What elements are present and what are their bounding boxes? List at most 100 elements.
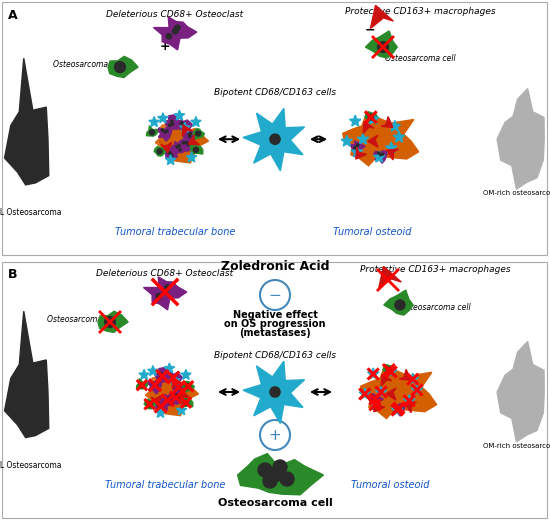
Polygon shape bbox=[384, 290, 413, 315]
Text: (metastases): (metastases) bbox=[239, 328, 311, 338]
Polygon shape bbox=[180, 397, 193, 407]
Circle shape bbox=[179, 388, 181, 390]
Polygon shape bbox=[497, 342, 544, 442]
Polygon shape bbox=[373, 151, 385, 162]
Text: A: A bbox=[8, 9, 18, 22]
Circle shape bbox=[168, 124, 170, 126]
Polygon shape bbox=[156, 401, 167, 412]
Polygon shape bbox=[378, 266, 402, 290]
Text: Deleterious CD68+ Osteoclast: Deleterious CD68+ Osteoclast bbox=[96, 269, 234, 278]
Polygon shape bbox=[404, 395, 415, 406]
Circle shape bbox=[354, 147, 356, 149]
Polygon shape bbox=[367, 394, 383, 406]
Polygon shape bbox=[243, 361, 305, 424]
Circle shape bbox=[168, 397, 170, 400]
Polygon shape bbox=[180, 122, 190, 132]
Polygon shape bbox=[173, 382, 185, 394]
Polygon shape bbox=[363, 122, 374, 134]
Circle shape bbox=[161, 373, 163, 375]
Circle shape bbox=[258, 463, 272, 477]
Polygon shape bbox=[154, 147, 166, 156]
Circle shape bbox=[166, 130, 168, 132]
Circle shape bbox=[375, 397, 377, 399]
Polygon shape bbox=[4, 311, 49, 437]
Circle shape bbox=[183, 141, 185, 144]
Circle shape bbox=[166, 33, 172, 39]
Polygon shape bbox=[393, 131, 405, 142]
Circle shape bbox=[168, 151, 170, 154]
Circle shape bbox=[194, 147, 199, 152]
Polygon shape bbox=[172, 378, 182, 388]
Circle shape bbox=[164, 131, 166, 133]
Polygon shape bbox=[367, 368, 379, 379]
Circle shape bbox=[169, 152, 171, 154]
Polygon shape bbox=[383, 365, 395, 375]
Text: Tumoral osteoid: Tumoral osteoid bbox=[333, 227, 411, 237]
Circle shape bbox=[182, 125, 184, 127]
Polygon shape bbox=[190, 144, 203, 154]
Polygon shape bbox=[158, 113, 168, 123]
Circle shape bbox=[166, 398, 168, 401]
Polygon shape bbox=[349, 141, 365, 153]
Circle shape bbox=[104, 317, 116, 328]
Polygon shape bbox=[389, 121, 400, 131]
Polygon shape bbox=[351, 146, 362, 157]
Circle shape bbox=[172, 378, 174, 381]
Text: B: B bbox=[8, 268, 18, 281]
Circle shape bbox=[175, 394, 178, 397]
Polygon shape bbox=[153, 17, 197, 50]
Polygon shape bbox=[411, 384, 423, 395]
Circle shape bbox=[379, 154, 382, 155]
Polygon shape bbox=[341, 135, 353, 146]
Text: OM-rich osteosarcoma: OM-rich osteosarcoma bbox=[483, 443, 550, 449]
Circle shape bbox=[368, 114, 373, 120]
Text: on OS progression: on OS progression bbox=[224, 319, 326, 329]
Polygon shape bbox=[147, 366, 158, 375]
Circle shape bbox=[378, 152, 379, 154]
Polygon shape bbox=[157, 127, 172, 141]
Text: Zoledronic Acid: Zoledronic Acid bbox=[221, 260, 329, 273]
Polygon shape bbox=[392, 404, 403, 415]
Text: Tumoral osteoid: Tumoral osteoid bbox=[351, 480, 429, 490]
Circle shape bbox=[176, 146, 178, 148]
Polygon shape bbox=[177, 120, 192, 131]
Text: Deleterious CD68+ Osteoclast: Deleterious CD68+ Osteoclast bbox=[107, 10, 244, 19]
Polygon shape bbox=[98, 311, 128, 332]
Polygon shape bbox=[387, 149, 398, 160]
Text: Osteosarcoma cell: Osteosarcoma cell bbox=[400, 303, 470, 312]
Circle shape bbox=[157, 149, 162, 154]
Polygon shape bbox=[405, 402, 416, 413]
Circle shape bbox=[356, 145, 358, 147]
Circle shape bbox=[374, 398, 376, 400]
Polygon shape bbox=[155, 121, 194, 148]
Circle shape bbox=[158, 404, 160, 407]
Polygon shape bbox=[375, 386, 387, 397]
Polygon shape bbox=[166, 148, 177, 159]
Circle shape bbox=[183, 124, 185, 126]
Polygon shape bbox=[178, 139, 195, 151]
Text: −: − bbox=[365, 23, 375, 36]
Polygon shape bbox=[343, 112, 419, 166]
Polygon shape bbox=[174, 110, 185, 120]
Circle shape bbox=[156, 383, 158, 385]
Circle shape bbox=[179, 385, 182, 387]
Polygon shape bbox=[161, 394, 175, 409]
Text: Bipotent CD68/CD163 cells: Bipotent CD68/CD163 cells bbox=[214, 351, 336, 360]
Circle shape bbox=[189, 135, 191, 137]
Text: Osteosarcoma cell: Osteosarcoma cell bbox=[47, 315, 117, 324]
Circle shape bbox=[153, 383, 156, 386]
Circle shape bbox=[382, 153, 384, 155]
Polygon shape bbox=[369, 399, 381, 410]
Polygon shape bbox=[367, 113, 379, 124]
Circle shape bbox=[188, 134, 190, 136]
Polygon shape bbox=[193, 128, 204, 139]
Polygon shape bbox=[161, 142, 172, 152]
Polygon shape bbox=[159, 125, 208, 163]
Polygon shape bbox=[172, 141, 185, 156]
Polygon shape bbox=[497, 88, 544, 189]
Polygon shape bbox=[108, 56, 138, 77]
Text: −: − bbox=[268, 288, 282, 303]
Polygon shape bbox=[136, 379, 147, 389]
Circle shape bbox=[170, 154, 173, 157]
Polygon shape bbox=[238, 453, 323, 495]
